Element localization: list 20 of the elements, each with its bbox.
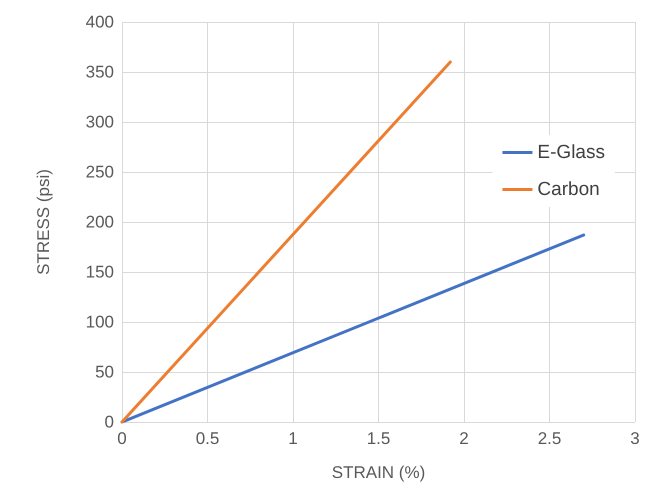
x-tick-label: 0 [117, 429, 127, 448]
x-tick-label: 3 [630, 429, 640, 448]
y-tick-label: 100 [86, 312, 114, 332]
y-axis-title: STRESS (psi) [34, 169, 53, 275]
x-axis-title: STRAIN (%) [332, 463, 426, 482]
legend-label: E-Glass [537, 142, 606, 163]
y-tick-label: 0 [104, 412, 114, 432]
legend-label: Carbon [537, 179, 600, 200]
y-tick-label: 350 [86, 62, 114, 82]
y-tick-label: 200 [86, 212, 114, 232]
x-tick-label: 1.5 [366, 429, 390, 448]
x-tick-label: 1 [288, 429, 298, 448]
x-tick-label: 2 [459, 429, 469, 448]
y-tick-label: 300 [86, 112, 114, 132]
x-tick-label: 2.5 [538, 429, 562, 448]
y-tick-label: 400 [86, 12, 114, 32]
y-tick-label: 250 [86, 162, 114, 182]
x-tick-label: 0.5 [196, 429, 220, 448]
y-tick-label: 150 [86, 262, 114, 282]
y-tick-label: 50 [95, 362, 114, 382]
